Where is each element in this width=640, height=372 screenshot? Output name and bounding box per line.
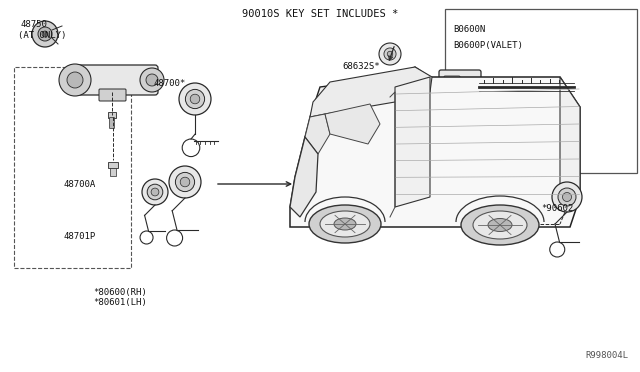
FancyBboxPatch shape: [444, 76, 460, 98]
Bar: [110, 168, 116, 176]
Circle shape: [180, 177, 190, 187]
Circle shape: [59, 64, 91, 96]
Text: *80600(RH): *80600(RH): [93, 288, 147, 296]
Circle shape: [387, 51, 393, 57]
Text: 48750: 48750: [20, 20, 47, 29]
Circle shape: [38, 27, 52, 41]
Circle shape: [175, 172, 195, 192]
Circle shape: [146, 74, 158, 86]
Circle shape: [457, 78, 475, 96]
Bar: [445, 9, 637, 173]
Polygon shape: [310, 67, 432, 117]
Ellipse shape: [461, 205, 539, 245]
Text: 68632S*: 68632S*: [342, 62, 380, 71]
Text: 48701P: 48701P: [64, 232, 96, 241]
Polygon shape: [305, 67, 430, 137]
Text: R998004L: R998004L: [585, 351, 628, 360]
Circle shape: [67, 72, 83, 88]
Bar: [108, 112, 116, 118]
Circle shape: [379, 43, 401, 65]
FancyBboxPatch shape: [439, 70, 481, 104]
Ellipse shape: [488, 218, 512, 231]
Circle shape: [384, 48, 396, 60]
Text: (AT ONLY): (AT ONLY): [18, 31, 67, 40]
Text: 90010S KEY SET INCLUDES *: 90010S KEY SET INCLUDES *: [242, 9, 398, 19]
Text: B0600N: B0600N: [453, 25, 485, 34]
Polygon shape: [395, 77, 430, 207]
Circle shape: [552, 182, 582, 212]
Polygon shape: [560, 77, 580, 207]
Ellipse shape: [309, 205, 381, 243]
Polygon shape: [290, 77, 580, 227]
FancyBboxPatch shape: [72, 65, 158, 95]
FancyBboxPatch shape: [99, 89, 126, 101]
Circle shape: [42, 31, 48, 37]
Text: 48700*: 48700*: [154, 79, 186, 88]
Circle shape: [151, 188, 159, 196]
Circle shape: [32, 21, 58, 47]
Text: 48700A: 48700A: [64, 180, 96, 189]
Circle shape: [147, 184, 163, 200]
Circle shape: [142, 179, 168, 205]
Circle shape: [140, 68, 164, 92]
Ellipse shape: [334, 218, 356, 230]
Ellipse shape: [473, 211, 527, 239]
Circle shape: [190, 94, 200, 104]
Text: B0600P(VALET): B0600P(VALET): [453, 41, 523, 50]
Bar: [14, 67, 131, 268]
Polygon shape: [325, 104, 380, 144]
Text: *90602: *90602: [541, 204, 573, 213]
Circle shape: [186, 89, 205, 109]
Circle shape: [563, 192, 572, 202]
Circle shape: [462, 83, 470, 91]
Polygon shape: [305, 114, 330, 154]
Circle shape: [558, 188, 576, 206]
Polygon shape: [290, 137, 318, 217]
Circle shape: [179, 83, 211, 115]
Bar: [108, 162, 118, 168]
Circle shape: [169, 166, 201, 198]
Text: *80601(LH): *80601(LH): [93, 298, 147, 307]
FancyBboxPatch shape: [109, 118, 115, 128]
Ellipse shape: [320, 211, 370, 237]
